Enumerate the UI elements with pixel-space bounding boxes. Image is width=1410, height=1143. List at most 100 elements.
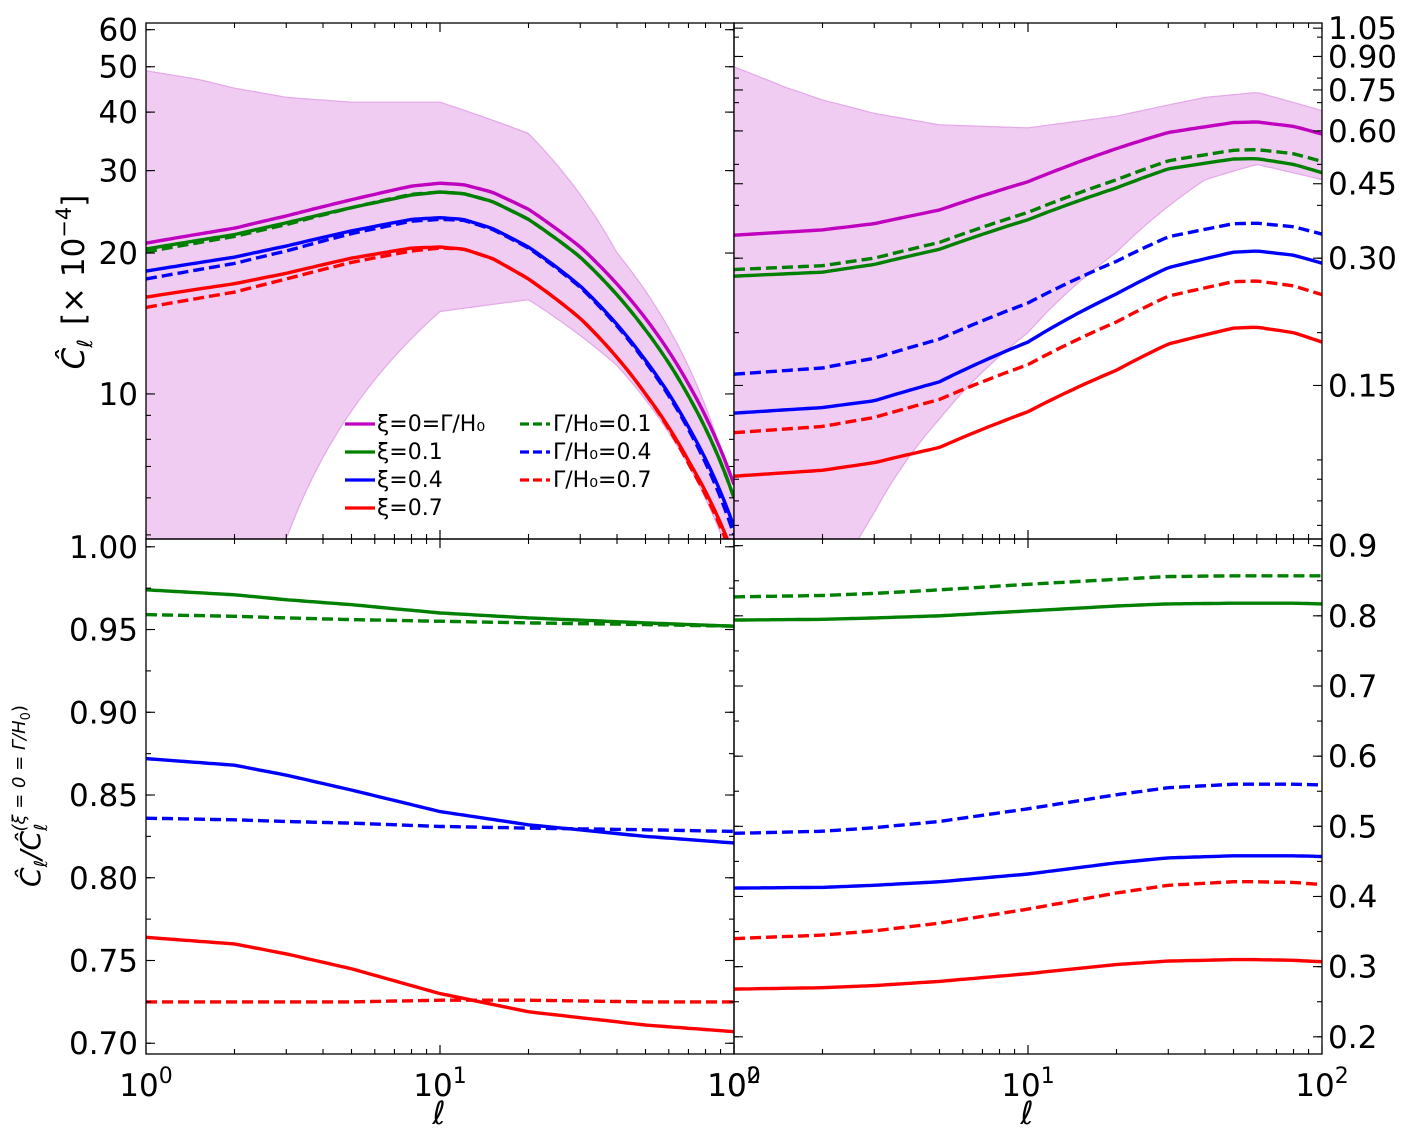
plot-area [146,588,734,1034]
y-tick-label: 20 [99,236,138,272]
legend-label-xi0: ξ=0=Γ/H₀ [377,412,485,437]
panel-bottom-left: 0.70 0.75 0.80 0.85 0.90 0.95 1.00 100 101 102 [69,530,761,1104]
x-tick-label: 102 [707,1064,760,1104]
y-ticks [146,546,734,1044]
bottom-ylabel-main: Ĉ [13,867,47,887]
y-tick-label: 0.45 [1328,167,1397,203]
series-line-xi0 [146,181,734,486]
top-ylabel-sub: ℓ [73,339,97,349]
y-tick-label: 0.3 [1328,950,1377,986]
series-line-g07 [146,246,728,539]
series-line-xi04 [734,854,1322,890]
y-tick-label: 0.90 [1328,39,1397,75]
series-line-g04 [146,816,734,834]
y-tick-label: 0.75 [69,943,138,979]
y-tick-label: 0.4 [1328,879,1377,915]
panel-bottom-right: 0.2 0.3 0.4 0.5 0.6 0.7 0.8 0.9 100 101 102 [707,529,1377,1104]
top-ylabel-unit: [× 10 [56,238,92,325]
y-tick-label: 0.75 [1328,73,1397,109]
series-line-g01 [734,574,1322,599]
bottom-ylabel: Ĉℓ/Ĉℓ(ξ = 0 = Γ/H0) [9,705,52,887]
top-ylabel: Ĉℓ [× 10−4] [52,195,97,370]
series-line-xi01 [146,190,734,499]
y-tick-label: 0.9 [1328,529,1377,565]
y-tick-label: 0.7 [1328,669,1377,705]
y-tick-label: 0.90 [69,695,138,731]
series-line-xi01 [734,157,1322,278]
y-tick-label: 0.85 [69,778,138,814]
series-line-g07 [146,998,734,1004]
x-tick-label: 101 [413,1064,466,1104]
confidence-band [734,66,1322,539]
x-tick-label: 101 [1001,1064,1054,1104]
y-tick-label: 10 [99,377,138,413]
y-tick-label: 0.30 [1328,241,1397,277]
x-tick-label: 102 [1295,1064,1348,1104]
x-tick-label: 100 [119,1064,172,1104]
series-line-g07 [734,880,1322,941]
y-tick-label: 1.00 [69,530,138,566]
y-tick-label: 0.15 [1328,368,1397,404]
bottom-ylabel-sub: ℓ [31,860,52,868]
series-line-xi04 [734,249,1322,415]
bottom-ylabel-slash: /Ĉ [13,831,47,863]
plot-area [734,574,1322,991]
panels-layer: 1020304050600.150.300.450.600.750.901.05… [69,11,1397,1104]
y-ticks [734,545,1322,1038]
y-tick-label: 40 [99,95,138,131]
y-tick-label: 0.80 [69,861,138,897]
y-tick-label: 0.2 [1328,1020,1377,1056]
axes-frame [733,538,1323,1055]
series-line-g01 [146,190,734,499]
y-tick-label: 30 [99,154,138,190]
series-line-xi01 [734,601,1322,622]
xlabel-left: ℓ [431,1094,445,1132]
xlabel-right: ℓ [1019,1094,1033,1132]
y-tick-label: 0.5 [1328,809,1377,845]
series-line-g04 [734,221,1322,376]
y-tick-label: 0.95 [69,613,138,649]
legend-label-g04: Γ/H₀=0.4 [553,440,651,465]
y-tick-label: 1.05 [1328,11,1397,47]
bottom-ylabel-sup0: 0 [19,712,34,720]
plot-area [146,70,734,539]
bottom-ylabel-supclose: ) [9,705,30,712]
y-tick-label: 0.6 [1328,739,1377,775]
top-ylabel-exp: −4 [52,207,76,238]
y-tick-label: 0.8 [1328,599,1377,635]
series-line-xi01 [146,588,734,628]
x-ticks [733,539,1323,1054]
legend-label-xi04: ξ=0.4 [377,468,443,493]
top-ylabel-main: Ĉ [55,347,92,369]
panel-top-right: 0.15 0.30 0.45 0.60 0.750.901.05 [733,11,1397,540]
series-line-xi0 [734,120,1322,237]
y-tick-label: 50 [99,50,138,86]
series-line-xi07 [734,957,1322,991]
legend-label-xi01: ξ=0.1 [377,440,443,465]
series-line-xi04 [146,215,734,528]
y-tick-label: 0.60 [1328,114,1397,150]
x-ticks [733,23,1323,539]
series-line-xi07 [146,935,734,1034]
y-tick-label: 60 [99,13,138,49]
legend-label-g07: Γ/H₀=0.7 [553,468,651,493]
y-ticks [146,29,734,536]
plot-area [734,66,1322,539]
legend: ξ=0=Γ/H₀ ξ=0.1 ξ=0.4 ξ=0.7 Γ/H₀=0.1 Γ/H₀… [345,412,651,521]
legend-label-g01: Γ/H₀=0.1 [553,412,651,437]
series-line-g04 [734,782,1322,835]
x-tick-label: 100 [707,1064,760,1104]
series-line-g01 [146,612,734,628]
bottom-ylabel-sup: (ξ = 0 = Γ/H [9,720,30,832]
series-line-xi04 [146,756,734,845]
bottom-ylabel-sub2: ℓ [31,824,52,832]
confidence-band [146,70,734,539]
series-line-g01 [734,147,1322,272]
series-line-g04 [146,217,734,536]
series-line-g07 [734,279,1322,435]
y-tick-label: 0.70 [69,1026,138,1062]
y-ticks [734,27,1322,526]
top-ylabel-close: ] [56,195,92,207]
